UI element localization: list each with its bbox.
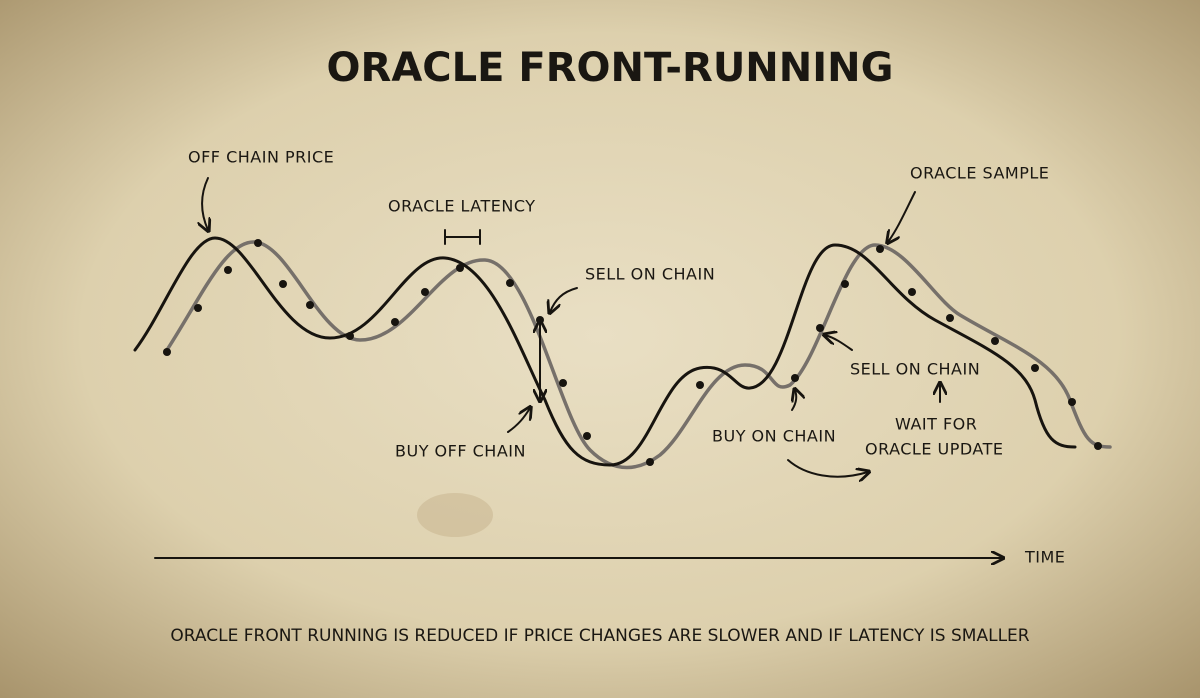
annotation: BUY OFF CHAIN <box>395 442 526 461</box>
sample-dot <box>991 337 999 345</box>
latency-bracket <box>444 229 481 245</box>
sample-dot <box>946 314 954 322</box>
sample-dot <box>456 264 464 272</box>
oracle-price-curve <box>163 240 1112 470</box>
annotation: SELL ON CHAIN <box>850 360 980 379</box>
arrow <box>888 191 916 242</box>
annotation: ORACLE SAMPLE <box>910 164 1049 183</box>
arrow <box>202 177 208 230</box>
sample-dot <box>696 381 704 389</box>
stain <box>417 493 493 537</box>
annotation: OFF CHAIN PRICE <box>188 148 334 167</box>
arrow <box>550 287 578 312</box>
sample-dot <box>1068 398 1076 406</box>
sample-dot <box>876 245 884 253</box>
sample-dot <box>1094 442 1102 450</box>
axis-label: TIME <box>1024 548 1065 567</box>
sample-dot <box>1031 364 1039 372</box>
annotation: SELL ON CHAIN <box>585 265 715 284</box>
annotation: ORACLE LATENCY <box>388 197 536 216</box>
sample-dot <box>506 279 514 287</box>
sample-dot <box>224 266 232 274</box>
sample-dot <box>194 304 202 312</box>
arrow <box>507 408 530 433</box>
sample-dot <box>391 318 399 326</box>
arrow <box>825 335 853 351</box>
caption: ORACLE FRONT RUNNING IS REDUCED IF PRICE… <box>170 626 1029 646</box>
off-chain-price-curve <box>133 236 1077 467</box>
annotation: BUY ON CHAIN <box>712 427 836 446</box>
arrow <box>792 390 796 411</box>
sample-dot <box>559 379 567 387</box>
sample-dot <box>841 280 849 288</box>
sample-dot <box>421 288 429 296</box>
sample-dot <box>346 332 354 340</box>
arrow <box>787 459 868 477</box>
sample-dot <box>646 458 654 466</box>
title: ORACLE FRONT-RUNNING <box>327 45 894 91</box>
sample-dot <box>908 288 916 296</box>
sample-dot <box>254 239 262 247</box>
annotation: ORACLE UPDATE <box>865 440 1004 459</box>
sample-dot <box>279 280 287 288</box>
sample-dot <box>306 301 314 309</box>
sample-dot <box>163 348 171 356</box>
sample-dot <box>583 432 591 440</box>
sample-dot <box>816 324 824 332</box>
annotation: WAIT FOR <box>895 415 977 434</box>
sample-dot <box>791 374 799 382</box>
